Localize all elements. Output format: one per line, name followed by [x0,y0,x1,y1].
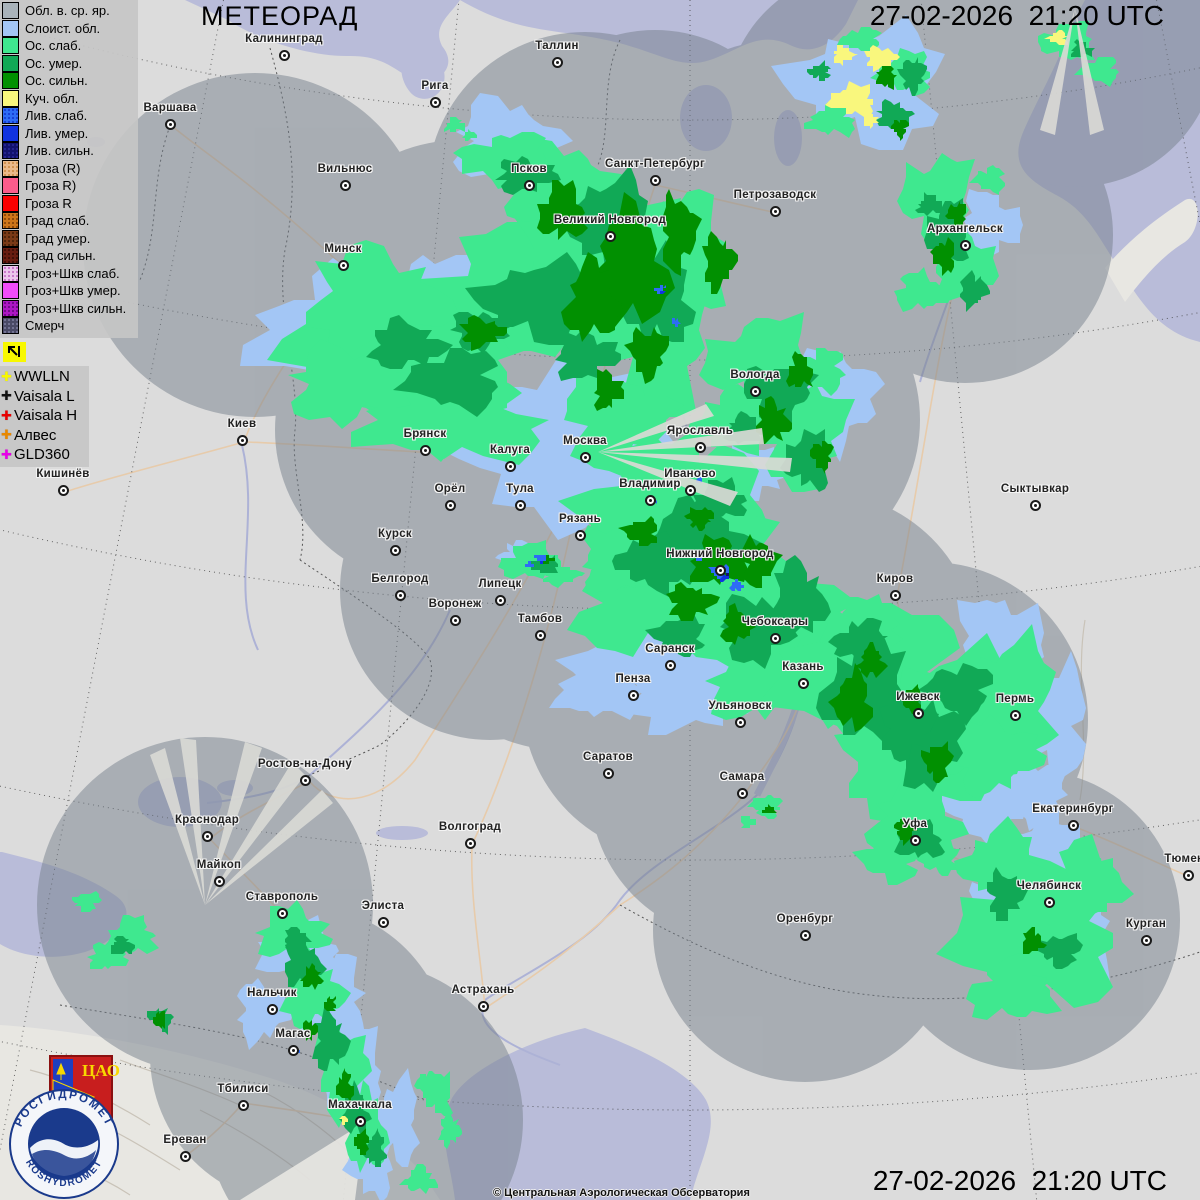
legend-swatch [2,89,19,107]
legend-label: Ос. умер. [25,55,83,71]
legend-row-10: Гроза R) [2,177,138,195]
legend-row-8: Лив. сильн. [2,142,138,160]
lightning-source-row-2: ✚ Vaisala H [1,406,89,426]
lightning-source-row-1: ✚ Vaisala L [1,387,89,407]
legend-row-13: Град умер. [2,229,138,248]
legend-label: Смерч [25,318,65,334]
legend-row-6: Лив. слаб. [2,107,138,125]
legend-label: Гроза (R) [25,160,81,176]
lightning-source-row-4: ✚ GLD360 [1,445,89,465]
legend-row-15: Гроз+Шкв слаб. [2,264,138,283]
lightning-source-label: Алвес [14,426,57,444]
legend-swatch [2,212,19,230]
legend-row-7: Лив. умер. [2,124,138,143]
legend-row-9: Гроза (R) [2,159,138,178]
legend-row-3: Ос. умер. [2,54,138,73]
legend-label: Гроз+Шкв умер. [25,283,121,299]
lightning-source-label: WWLLN [14,368,70,386]
legend-row-11: Гроза R [2,194,138,213]
legend-swatch [2,107,19,125]
legend-swatch [2,264,19,282]
legend-row-0: Обл. в. ср. яр. [2,2,138,20]
lightning-source-label: Vaisala H [14,407,78,425]
lightning-source-label: Vaisala L [14,387,75,405]
legend-swatch [2,177,19,195]
legend-swatch [2,247,19,265]
legend-row-17: Гроз+Шкв сильн. [2,299,138,318]
lightning-source-row-3: ✚ Алвес [1,426,89,446]
lightning-cross-icon: ✚ [1,368,12,384]
legend-swatch [2,317,19,335]
legend-label: Гроз+Шкв слаб. [25,265,120,281]
attribution-text: © Центральная Аэрологическая Обсерватори… [493,1187,750,1199]
lightning-cross-icon: ✚ [1,427,12,443]
lightning-cross-icon: ✚ [1,388,12,404]
legend-label: Град сильн. [25,248,96,264]
lightning-source-label: GLD360 [14,446,70,464]
legend-label: Гроза R [25,195,72,211]
legend-swatch [2,37,19,55]
svg-text:ЦАО: ЦАО [82,1061,120,1080]
legend-swatch [2,72,19,90]
legend-label: Лив. слаб. [25,108,88,124]
legend-row-18: Смерч [2,317,138,335]
legend-swatch [2,229,19,247]
legend-row-1: Слоист. обл. [2,19,138,38]
timestamp-bottom: 27-02-2026 21:20 UTC [872,1165,1167,1196]
lightning-cross-icon: ✚ [1,446,12,462]
radar-legend: Обл. в. ср. яр. Слоист. обл. Ос. слаб. Ос. … [0,0,138,338]
page-title: МЕТЕОРАД [201,1,359,31]
legend-swatch [2,54,19,72]
legend-label: Гроз+Шкв сильн. [25,300,127,316]
timestamp-top: 27-02-2026 21:20 UTC [869,0,1164,31]
legend-label: Куч. обл. [25,90,79,106]
legend-label: Лив. сильн. [25,143,94,159]
agency-logos: ЦАО 1941 РОСГИДРОМЕТ ROSHYDROMET [8,1052,158,1200]
legend-label: Град слаб. [25,213,90,229]
legend-label: Лив. умер. [25,125,89,141]
legend-swatch [2,194,19,212]
lightning-sources-legend: ✚ WWLLN ✚ Vaisala L ✚ Vaisala H ✚ Алвес ✚ GLD360 [0,366,89,467]
legend-label: Ос. сильн. [25,73,88,89]
legend-swatch [2,159,19,177]
legend-label: Слоист. обл. [25,20,101,36]
legend-label: Ос. слаб. [25,38,82,54]
legend-label: Гроза R) [25,178,77,194]
legend-swatch [2,282,19,300]
legend-label: Град умер. [25,230,91,246]
legend-swatch [2,142,19,160]
legend-row-12: Град слаб. [2,212,138,230]
legend-swatch [2,299,19,317]
legend-row-5: Куч. обл. [2,89,138,108]
lightning-source-row-0: ✚ WWLLN [1,367,89,387]
legend-row-4: Ос. сильн. [2,72,138,90]
legend-row-16: Гроз+Шкв умер. [2,282,138,300]
legend-label: Обл. в. ср. яр. [25,3,110,19]
legend-row-2: Ос. слаб. [2,37,138,55]
legend-swatch [2,124,19,142]
legend-swatch [2,2,19,20]
lightning-cross-icon: ✚ [1,407,12,423]
roshydromet-logo: РОСГИДРОМЕТ ROSHYDROMET [9,1089,119,1199]
tornado-track-icon [3,342,26,362]
legend-row-14: Град сильн. [2,247,138,265]
legend-swatch [2,19,19,37]
